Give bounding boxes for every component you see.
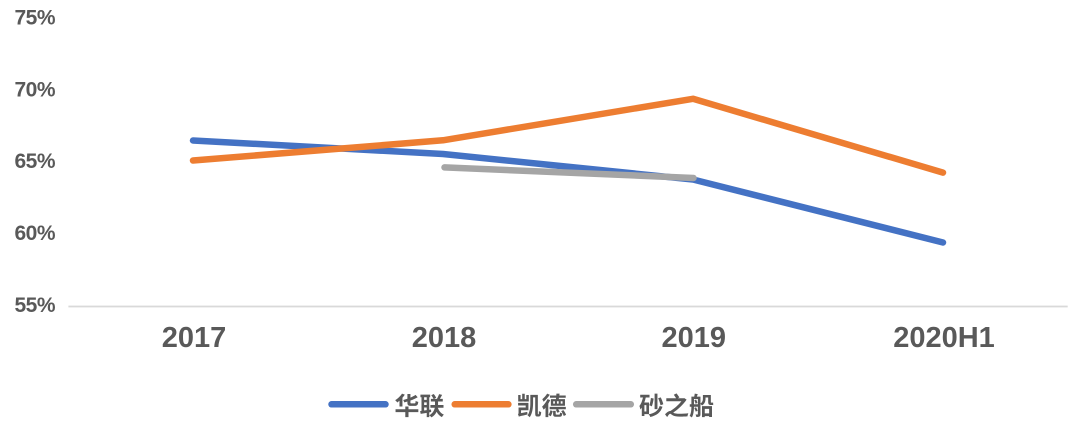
svg-text:55%: 55%	[15, 294, 56, 317]
svg-text:2017: 2017	[162, 322, 227, 354]
svg-text:2019: 2019	[661, 322, 726, 354]
svg-text:2020H1: 2020H1	[893, 322, 995, 354]
svg-text:2018: 2018	[412, 322, 477, 354]
svg-text:60%: 60%	[15, 222, 56, 245]
svg-text:75%: 75%	[15, 7, 56, 30]
svg-text:65%: 65%	[15, 150, 56, 173]
svg-text:70%: 70%	[15, 78, 56, 101]
